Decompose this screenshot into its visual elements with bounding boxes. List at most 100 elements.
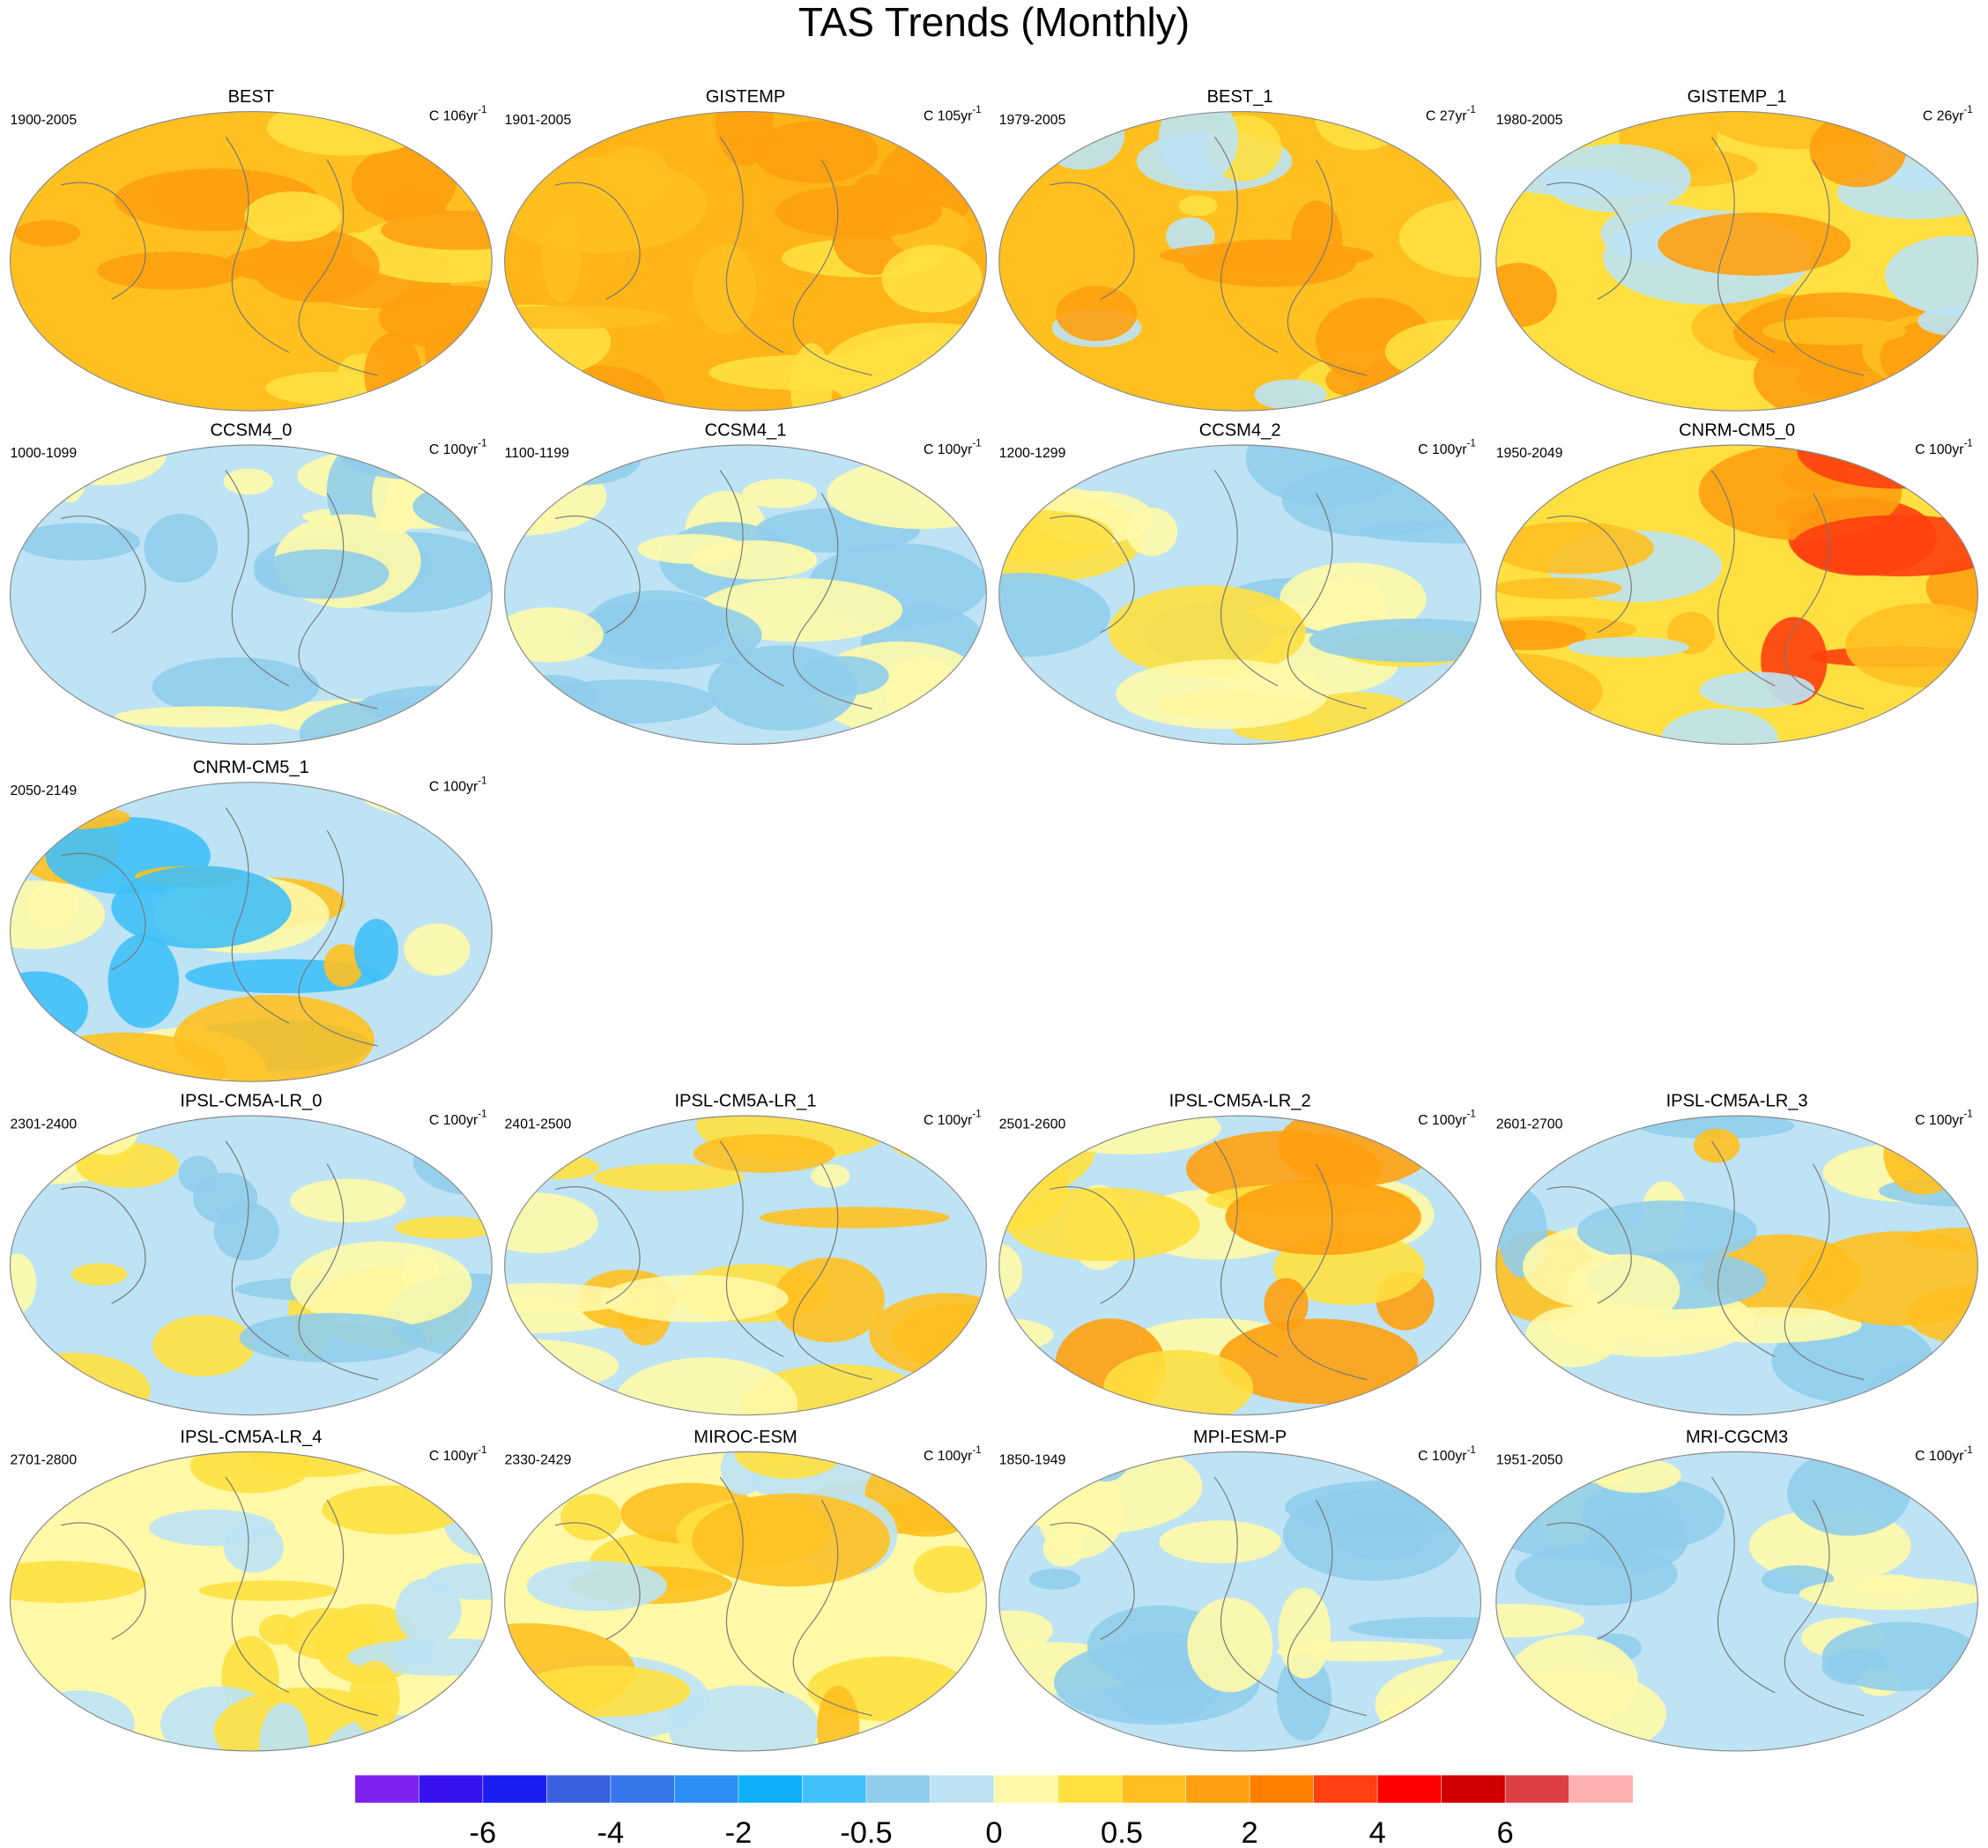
map-region	[1384, 319, 1481, 383]
units-exponent: -1	[478, 776, 486, 786]
map-outline	[1495, 1115, 1979, 1416]
map-region	[10, 1561, 147, 1603]
units-exponent: -1	[1963, 105, 1972, 115]
map-outline	[504, 1451, 987, 1752]
map-region	[395, 1577, 462, 1644]
map-region	[1277, 1116, 1435, 1187]
colorbar-box	[1376, 1775, 1442, 1804]
units-exponent: -1	[972, 1445, 981, 1456]
coastline	[555, 137, 873, 376]
colorbar-box	[674, 1775, 739, 1804]
map-region	[1576, 1200, 1757, 1262]
panel-period: 2330-2429	[505, 1453, 572, 1468]
map-region	[239, 1312, 426, 1363]
map-region	[1568, 636, 1689, 658]
coastline	[555, 470, 873, 709]
map-region	[1885, 235, 1978, 315]
map-region	[223, 468, 274, 495]
panel-units: C 27yr-1	[1426, 105, 1476, 123]
map-region	[1495, 577, 1622, 599]
map-outline	[9, 444, 493, 746]
map-region	[1081, 1451, 1131, 1482]
map-region	[1591, 1458, 1681, 1493]
map-panel: CCSM4_1 1100-1199 C 100yr-1	[504, 420, 987, 746]
map-region	[693, 1133, 835, 1173]
map-region	[354, 918, 398, 982]
map-panel: MRI-CGCM3 1951-2050 C 100yr-1	[1495, 1428, 1979, 1752]
colorbar-box	[865, 1775, 931, 1804]
map-region	[14, 219, 81, 247]
units-text: C 100yr	[429, 780, 478, 795]
map-region	[254, 549, 389, 599]
map-region	[1315, 111, 1406, 151]
colorbar-label: -0.5	[840, 1816, 892, 1848]
colorbar-box	[546, 1775, 612, 1804]
map-region	[881, 245, 983, 313]
map-outline	[1495, 1451, 1979, 1752]
map-region	[412, 1127, 493, 1196]
map-outline	[998, 111, 1482, 412]
map-region	[251, 229, 380, 303]
map-region	[516, 1665, 691, 1718]
units-text: C 100yr	[429, 1113, 478, 1128]
panel-title: CNRM-CM5_1	[193, 758, 309, 777]
units-exponent: -1	[1466, 1110, 1475, 1120]
panel-units: C 100yr-1	[429, 439, 487, 457]
units-exponent: -1	[478, 105, 486, 115]
panel-period: 1850-1949	[999, 1453, 1066, 1468]
coastline	[60, 1476, 378, 1717]
units-exponent: -1	[1466, 439, 1475, 449]
map-region	[323, 944, 363, 987]
map-region	[1588, 1510, 1688, 1570]
map-region	[1809, 112, 1907, 188]
map-region	[349, 1660, 400, 1734]
map-outline	[9, 111, 493, 412]
map-panel: IPSL-CM5A-LR_0 2301-2400 C 100yr-1	[9, 1092, 493, 1416]
map-panel: CNRM-CM5_0 1950-2049 C 100yr-1	[1495, 420, 1979, 746]
units-exponent: -1	[972, 1110, 981, 1120]
map-region	[322, 1485, 464, 1535]
map-region	[114, 706, 294, 728]
map-region	[601, 1274, 789, 1323]
map-region	[1278, 1587, 1332, 1679]
map-region	[1762, 316, 1907, 345]
map-region	[299, 700, 464, 745]
colorbar-label: 6	[1497, 1816, 1514, 1848]
map-region	[10, 880, 106, 949]
map-region	[775, 185, 943, 239]
map-region	[1675, 1307, 1862, 1343]
map-region	[153, 170, 257, 223]
panel-title: IPSL-CM5A-LR_3	[1666, 1092, 1808, 1111]
map-region	[10, 1253, 37, 1313]
panel-period: 2401-2500	[505, 1117, 572, 1132]
map-region	[10, 368, 56, 405]
panel-period: 1950-2049	[1496, 446, 1563, 461]
map-region	[1011, 133, 1064, 155]
panel-units: C 100yr-1	[1915, 439, 1973, 457]
units-exponent: -1	[478, 1110, 486, 1120]
map-outline	[9, 782, 493, 1082]
map-region	[174, 994, 375, 1082]
map-region	[1660, 709, 1779, 745]
map-panel: CCSM4_0 1000-1099 C 100yr-1	[9, 420, 493, 746]
units-text: C 100yr	[1418, 442, 1466, 457]
map-region	[504, 1703, 597, 1751]
map-region	[1903, 1228, 1978, 1251]
units-text: C 27yr	[1426, 109, 1467, 124]
map-region	[404, 923, 471, 976]
colorbar-box	[930, 1775, 995, 1804]
map-region	[1567, 1254, 1680, 1326]
coastline	[60, 470, 378, 709]
colorbar-label: 0.5	[1101, 1816, 1143, 1848]
panel-period: 2701-2800	[11, 1453, 78, 1468]
map-panel: BEST_1 1979-2005 C 27yr-1	[998, 87, 1482, 412]
panel-title: BEST_1	[1207, 87, 1273, 107]
map-region	[96, 251, 244, 290]
map-region	[1495, 1603, 1584, 1638]
map-region	[16, 523, 140, 561]
panel-title: CCSM4_1	[705, 420, 787, 440]
units-text: C 100yr	[1418, 1449, 1466, 1464]
map-region	[1495, 139, 1552, 162]
